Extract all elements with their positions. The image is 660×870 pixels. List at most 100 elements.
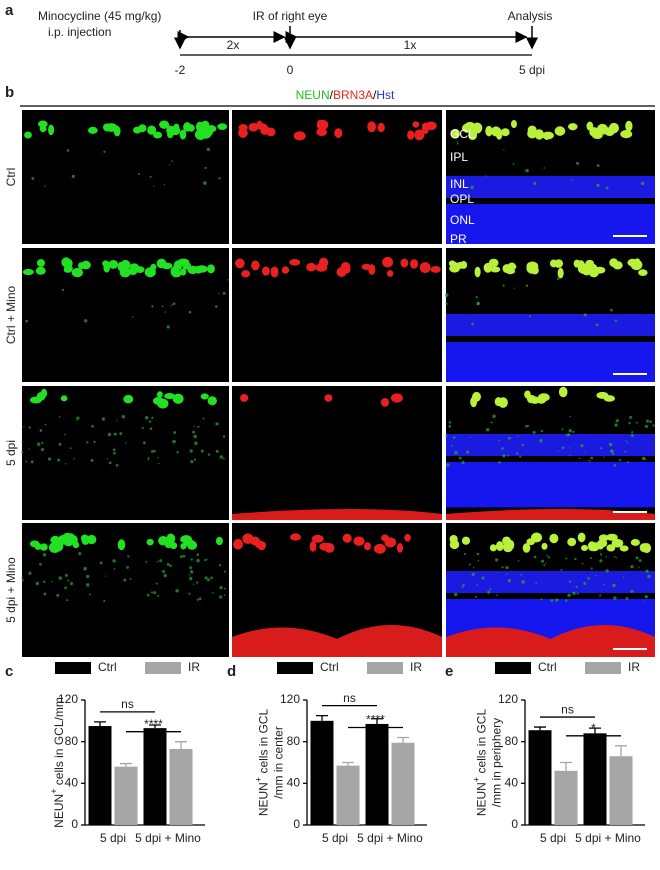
cell	[71, 267, 83, 278]
speck	[44, 423, 47, 426]
speck	[206, 147, 211, 152]
speck	[652, 424, 655, 427]
speck	[44, 185, 46, 187]
speck	[641, 456, 646, 460]
cell	[573, 259, 581, 268]
timepoint: 5 dpi	[519, 63, 545, 77]
speck	[172, 439, 176, 444]
speck	[515, 452, 519, 455]
speck	[151, 416, 154, 419]
speck	[112, 448, 116, 452]
bar	[609, 756, 633, 825]
speck	[170, 304, 173, 307]
speck	[155, 582, 158, 585]
speck	[25, 319, 29, 323]
speck	[166, 563, 170, 566]
cell	[367, 121, 377, 133]
stain-part: /	[330, 88, 334, 102]
speck	[157, 456, 159, 459]
speck	[501, 566, 504, 569]
speck	[630, 565, 634, 569]
speck	[57, 458, 61, 462]
speck	[644, 424, 649, 429]
cell	[450, 128, 460, 139]
cell	[606, 544, 616, 552]
speck	[599, 553, 602, 556]
cell	[195, 265, 208, 273]
speck	[212, 591, 214, 594]
bar	[169, 748, 193, 825]
stain-part: /	[373, 88, 377, 102]
speck	[61, 288, 65, 292]
cell	[430, 266, 441, 273]
label-part: +	[472, 777, 482, 782]
speck	[223, 594, 226, 597]
speck	[540, 598, 543, 601]
panel-label: c	[5, 663, 13, 680]
speck	[445, 434, 448, 437]
legend-label: IR	[188, 660, 200, 674]
y-tick-label: 0	[511, 817, 518, 831]
speck	[485, 427, 490, 432]
speck	[635, 421, 638, 424]
speck	[642, 600, 645, 603]
speck	[153, 449, 156, 453]
cell	[157, 398, 169, 409]
speck	[219, 455, 224, 459]
cell	[164, 393, 176, 400]
speck	[162, 570, 166, 573]
speck	[91, 424, 94, 428]
speck	[445, 302, 448, 305]
speck	[535, 582, 538, 585]
speck	[568, 580, 572, 583]
cell	[180, 268, 187, 276]
speck	[471, 322, 474, 326]
error-bar	[316, 714, 328, 721]
speck	[113, 432, 117, 436]
speck	[166, 325, 170, 329]
cell	[461, 536, 471, 545]
speck	[188, 574, 190, 576]
cell	[207, 264, 215, 274]
stain-title: NEUN/BRN3A/Hst	[296, 88, 395, 102]
speck	[490, 421, 493, 424]
speck	[69, 582, 74, 586]
speck	[578, 457, 581, 460]
timepoint: -2	[175, 63, 186, 77]
cell	[642, 543, 652, 554]
speck	[487, 590, 491, 594]
cell	[588, 544, 599, 552]
speck	[640, 181, 645, 186]
interval: 2x	[227, 38, 240, 52]
speck	[116, 420, 118, 422]
legend-label: Ctrl	[98, 660, 117, 674]
cell	[39, 543, 48, 551]
speck	[451, 444, 454, 447]
speck	[533, 555, 537, 559]
speck	[475, 296, 478, 299]
speck	[31, 177, 35, 180]
speck	[605, 569, 609, 573]
bar-chart: c Ctrl IR NEUN+ cells in GCL/mm 0 40 80 120 5 dp…	[5, 660, 205, 845]
speck	[595, 323, 599, 327]
speck	[622, 576, 625, 579]
speck	[476, 302, 480, 306]
cell	[386, 269, 394, 277]
cell	[311, 534, 324, 543]
speck	[469, 436, 471, 438]
speck	[565, 434, 568, 437]
cell	[342, 533, 352, 543]
cell	[594, 267, 605, 274]
speck	[454, 450, 458, 455]
cell	[315, 263, 328, 272]
speck	[613, 555, 616, 558]
red-band	[232, 624, 442, 657]
speck	[543, 167, 545, 169]
x-tick-label: 5 dpi	[100, 831, 126, 845]
panel-label: a	[5, 2, 14, 19]
cell	[251, 260, 260, 271]
cell	[558, 386, 568, 398]
legend-swatch	[367, 662, 403, 674]
speck	[647, 574, 651, 579]
cell	[183, 539, 195, 547]
